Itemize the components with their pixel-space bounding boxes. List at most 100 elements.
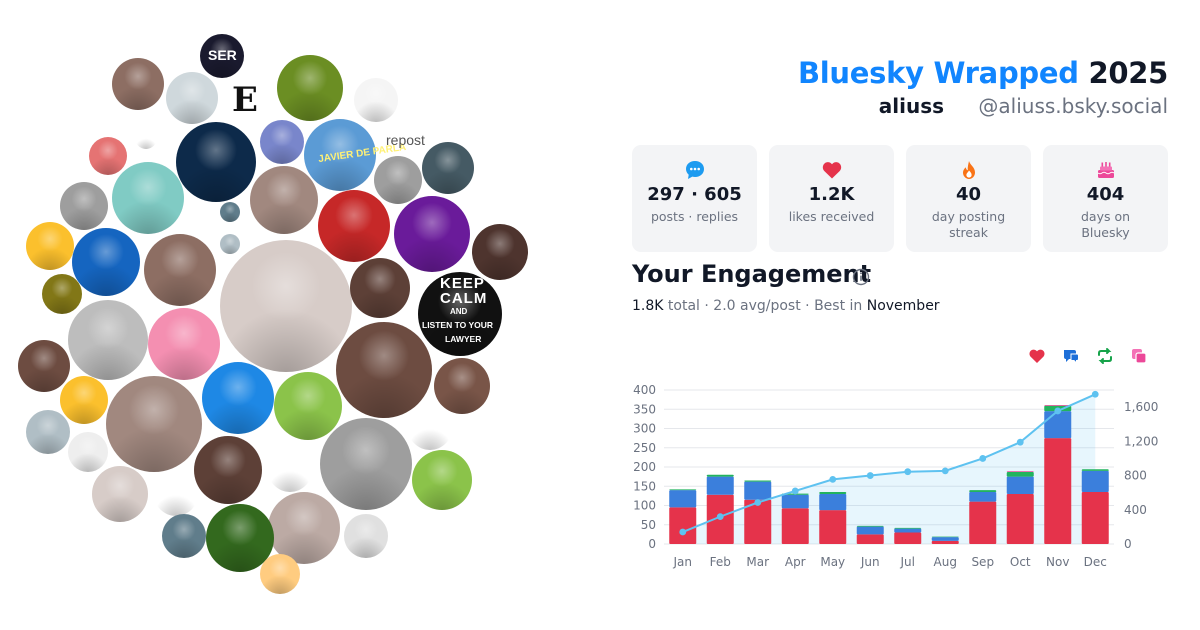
bar-segment — [1006, 472, 1034, 477]
bar-segment — [1006, 471, 1034, 473]
repost-icon[interactable] — [1096, 347, 1114, 369]
avatar[interactable] — [154, 472, 198, 516]
stat-card-streak: 40 day posting streak — [906, 145, 1031, 252]
stat-card-likes: 1.2K likes received — [769, 145, 894, 252]
info-icon[interactable] — [852, 268, 870, 290]
stat-label: likes received — [788, 209, 875, 224]
y2-tick-label: 800 — [1124, 469, 1147, 483]
brand-title: Bluesky Wrapped — [797, 56, 1079, 90]
avatar[interactable] — [112, 58, 164, 110]
cumulative-point — [754, 499, 762, 506]
bar-segment — [781, 508, 809, 544]
avatar[interactable] — [162, 514, 206, 558]
avatar[interactable] — [394, 196, 470, 272]
total-value: 1.8K — [632, 298, 664, 314]
avatar[interactable] — [318, 190, 390, 262]
avatar[interactable] — [42, 274, 82, 314]
bar-segment — [856, 525, 884, 527]
avatar[interactable] — [277, 55, 343, 121]
avatar[interactable] — [144, 234, 216, 306]
avatar[interactable] — [472, 224, 528, 280]
avatar[interactable] — [412, 450, 472, 510]
avatar[interactable] — [304, 119, 376, 191]
stat-card-days: 404 days on Bluesky — [1043, 145, 1168, 252]
avatar[interactable] — [320, 418, 412, 510]
avatar[interactable] — [148, 308, 220, 380]
cumulative-point — [979, 455, 987, 462]
x-tick-label: Aug — [934, 555, 957, 569]
avatar[interactable] — [374, 156, 422, 204]
bar-segment — [819, 493, 847, 511]
avatar[interactable] — [418, 272, 502, 356]
cumulative-point — [904, 468, 912, 476]
avatar[interactable] — [72, 228, 140, 296]
avatar[interactable] — [68, 432, 108, 472]
avatar[interactable] — [408, 406, 452, 450]
page-title: Bluesky Wrapped 2025 — [632, 56, 1168, 90]
avatar[interactable] — [112, 162, 184, 234]
bar-segment — [781, 494, 809, 509]
avatar[interactable] — [250, 166, 318, 234]
avatar[interactable] — [336, 322, 432, 418]
avatar[interactable] — [68, 300, 148, 380]
handle-link[interactable]: @aliuss.bsky.social — [978, 94, 1168, 118]
engagement-title: Your Engagement — [632, 260, 872, 288]
reply-icon[interactable] — [1062, 347, 1080, 369]
bar-segment — [1044, 405, 1072, 406]
avatar[interactable] — [200, 34, 244, 78]
avatar[interactable] — [176, 122, 256, 202]
avatar-logo-text: LAWYER — [445, 334, 482, 344]
avatar[interactable] — [434, 358, 490, 414]
year-label: 2025 — [1088, 56, 1168, 90]
avatar[interactable] — [135, 127, 157, 149]
cumulative-point — [716, 513, 724, 521]
avatar[interactable] — [26, 222, 74, 270]
avatar[interactable] — [354, 78, 398, 122]
avatar-cluster: SER E KEEP CALM AND LISTEN TO YOUR LAWYER JAVIE… — [0, 0, 560, 630]
avatar[interactable] — [166, 72, 218, 124]
avatar[interactable] — [60, 376, 108, 424]
bar-segment — [669, 489, 697, 491]
y2-tick-label: 400 — [1124, 503, 1147, 517]
avatar[interactable] — [202, 362, 274, 434]
avatar[interactable] — [206, 504, 274, 572]
avatar[interactable] — [268, 492, 340, 564]
heart-icon[interactable] — [1028, 347, 1046, 369]
avatar[interactable] — [274, 372, 342, 440]
quote-icon[interactable] — [1130, 347, 1148, 369]
avatar[interactable] — [194, 436, 262, 504]
heart-icon — [769, 159, 894, 181]
avatar[interactable] — [422, 142, 474, 194]
avatar-logo-text: E — [232, 80, 258, 120]
avatar[interactable] — [220, 202, 240, 222]
avatar[interactable] — [106, 376, 202, 472]
avatar[interactable] — [344, 514, 388, 558]
x-tick-label: Sep — [971, 555, 994, 569]
y-tick-label: 0 — [648, 537, 656, 551]
avatar[interactable] — [92, 466, 148, 522]
avatar[interactable] — [268, 448, 312, 492]
bar-segment — [819, 510, 847, 544]
avatar[interactable] — [260, 120, 304, 164]
best-month: November — [866, 298, 940, 314]
bar-segment — [969, 490, 997, 493]
cumulative-point — [866, 472, 874, 479]
bar-segment — [1081, 469, 1109, 471]
avatar[interactable] — [60, 182, 108, 230]
stat-value: 1.2K — [808, 184, 855, 205]
bar-segment — [856, 526, 884, 535]
avatar[interactable] — [18, 340, 70, 392]
y-tick-label: 400 — [633, 383, 656, 397]
avatar[interactable] — [260, 554, 300, 594]
bar-segment — [1081, 470, 1109, 493]
avatar[interactable] — [26, 410, 70, 454]
total-label: total — [667, 298, 700, 314]
avatar[interactable] — [89, 137, 127, 175]
y2-tick-label: 1,600 — [1124, 400, 1158, 414]
wrapped-panel: Bluesky Wrapped 2025 aliuss @aliuss.bsky… — [632, 56, 1168, 365]
display-name: aliuss — [878, 94, 945, 118]
avatar[interactable] — [220, 240, 352, 372]
avatar[interactable] — [350, 258, 410, 318]
engagement-summary: 1.8K total · 2.0 avg/post · Best in Nove… — [632, 298, 940, 314]
avatar[interactable] — [220, 234, 240, 254]
